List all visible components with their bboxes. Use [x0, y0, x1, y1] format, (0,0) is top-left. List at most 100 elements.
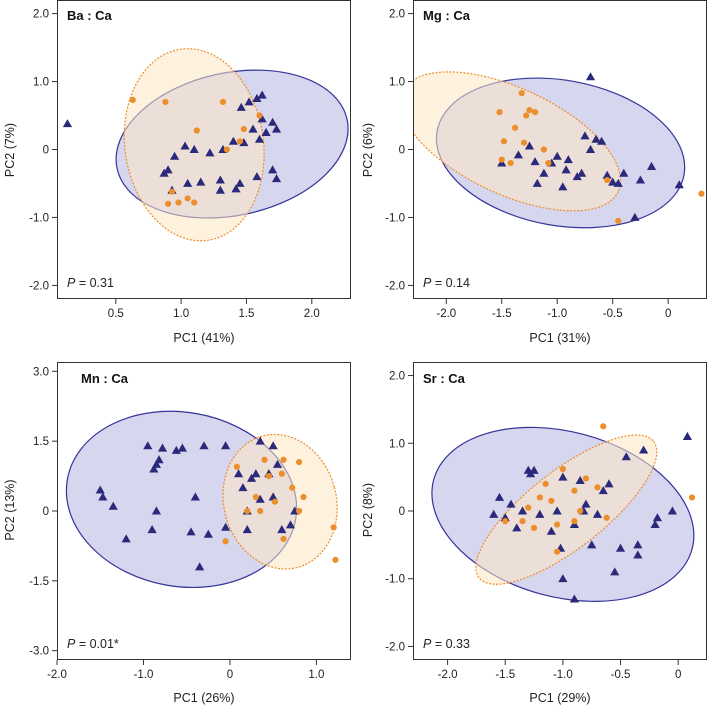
data-point-triangle [577, 168, 587, 177]
data-point-triangle [252, 93, 262, 102]
data-point-triangle [62, 119, 73, 128]
y-tick-label: -1.5 [29, 576, 49, 588]
data-point-triangle [546, 526, 556, 535]
data-point-triangle [517, 506, 528, 515]
data-point-triangle [646, 161, 657, 170]
data-point-circle [236, 138, 244, 145]
y-tick-label: -1.0 [385, 212, 405, 224]
y-axis-ticks: -2.0 -1.0 0 1.0 2.0 [385, 9, 413, 292]
data-point-circle [223, 146, 230, 153]
data-point-triangle [170, 151, 180, 160]
panel-mg-ca: -2.0 -1.5 -1.0 -0.5 0 -2.0 -1.0 0 1.0 2.0 Mg : C… [361, 0, 707, 345]
data-point-triangle [221, 522, 231, 531]
data-point-triangle [190, 492, 200, 501]
data-point-triangle [635, 175, 646, 184]
p-symbol: P [67, 637, 76, 651]
data-point-circle [164, 200, 172, 207]
data-point-circle [252, 493, 259, 501]
data-point-triangle [261, 127, 271, 136]
data-point-triangle [221, 441, 231, 450]
data-point-circle [511, 124, 519, 131]
plot-frame [57, 362, 351, 660]
data-point-circle [545, 159, 552, 167]
y-tick-label: 0 [399, 506, 405, 518]
data-point-triangle [121, 534, 131, 543]
data-point-triangle [235, 178, 245, 187]
data-point-triangle [272, 459, 283, 468]
y-axis-ticks: -2.0 -1.0 0 1.0 2.0 [385, 371, 413, 653]
data-point-triangle [682, 431, 692, 440]
data-point-circle [600, 423, 607, 430]
data-point-triangle [205, 148, 215, 157]
data-point-triangle [608, 177, 618, 186]
data-point-circle [523, 112, 530, 119]
panel-title: Mg : Ca [423, 8, 471, 23]
p-symbol: P [423, 637, 432, 651]
data-point-circle [278, 470, 285, 477]
data-point-triangle [159, 168, 169, 177]
data-point-triangle [189, 144, 199, 153]
y-axis-label: PC2 (7%) [3, 123, 17, 177]
p-value-text: = 0.33 [431, 637, 470, 651]
ellipse-group-b [413, 71, 622, 212]
data-point-triangle [215, 175, 225, 184]
data-point-triangle [592, 509, 603, 518]
data-point-triangle [558, 472, 568, 481]
y-tick-label: -2.0 [385, 280, 405, 292]
data-point-triangle [587, 540, 597, 549]
data-point-circle [175, 199, 182, 206]
data-point-triangle [233, 469, 244, 478]
data-point-triangle [255, 436, 265, 445]
data-point-circle [525, 504, 532, 511]
p-value: P = 0.31 [67, 276, 114, 290]
data-point-triangle [558, 574, 568, 583]
data-point-circle [571, 518, 578, 525]
data-point-circle [548, 497, 555, 504]
data-point-triangle [530, 157, 540, 166]
data-point-circle [540, 146, 548, 153]
data-point-circle [520, 139, 528, 146]
data-point-triangle [257, 114, 267, 123]
data-point-triangle [252, 172, 262, 181]
data-point-triangle [581, 499, 591, 508]
plot-frame [57, 0, 351, 299]
data-point-circle [296, 507, 303, 515]
x-tick-label: 1.0 [173, 308, 189, 320]
y-tick-label: -3.0 [29, 646, 49, 658]
data-point-circle [240, 126, 247, 133]
p-value-text: = 0.31 [75, 276, 114, 290]
data-point-triangle [615, 543, 626, 552]
data-point-circle [271, 498, 279, 505]
y-tick-label: 0 [43, 506, 49, 518]
data-point-circle [688, 494, 696, 501]
x-tick-label: 1.0 [308, 669, 324, 681]
y-tick-label: 1.0 [33, 77, 49, 89]
panel-sr-ca: -2.0 -1.5 -1.0 -0.5 0 -2.0 -1.0 0 1.0 2.0 Sr : C… [361, 362, 707, 705]
data-point-triangle [667, 506, 678, 515]
data-point-triangle [108, 501, 118, 510]
x-axis-label: PC1 (26%) [173, 691, 234, 705]
y-tick-label: -2.0 [385, 641, 405, 653]
data-point-circle [244, 507, 251, 515]
data-point-triangle [238, 483, 248, 492]
x-tick-label: 0.5 [108, 308, 124, 320]
data-point-circle [280, 535, 287, 543]
data-point-circle [698, 190, 705, 197]
data-point-circle [518, 89, 525, 97]
y-tick-label: 0 [399, 145, 405, 157]
data-point-triangle [561, 165, 571, 174]
data-point-triangle [203, 529, 213, 538]
data-point-triangle [254, 134, 265, 143]
data-point-triangle [180, 141, 190, 150]
data-point-triangle [494, 492, 505, 501]
data-point-triangle [585, 144, 596, 153]
data-point-circle [603, 514, 610, 521]
data-point-triangle [526, 469, 536, 478]
data-point-circle [496, 109, 503, 116]
p-value: P = 0.01* [67, 637, 119, 651]
p-value: P = 0.14 [423, 276, 470, 290]
data-point-triangle [630, 212, 640, 221]
data-point-triangle [268, 441, 278, 450]
data-point-triangle [244, 97, 254, 106]
data-point-triangle [242, 525, 252, 534]
